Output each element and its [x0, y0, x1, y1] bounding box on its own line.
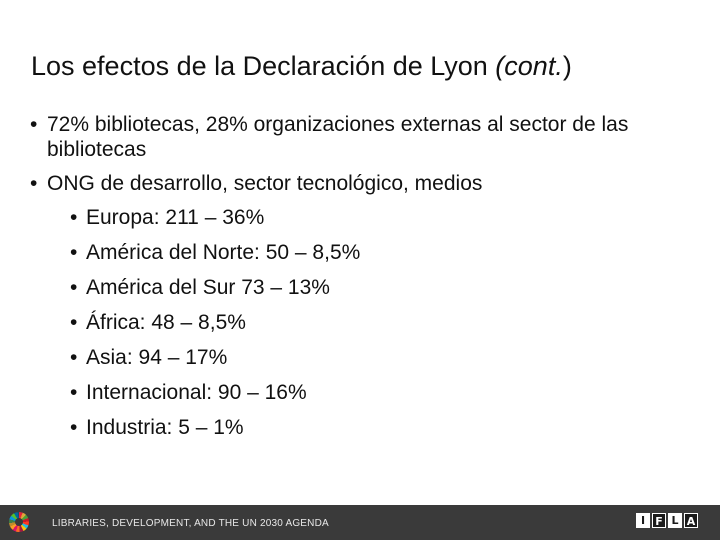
slide-title: Los efectos de la Declaración de Lyon (c… [31, 46, 572, 86]
logo-letter-f: F [652, 513, 666, 528]
footer-text: LIBRARIES, DEVELOPMENT, AND THE UN 2030 … [52, 518, 329, 529]
logo-letter-i: I [636, 513, 650, 528]
sdg-wheel-icon [9, 512, 29, 532]
ifla-logo: I F L A [636, 513, 698, 528]
bullet-list: 72% bibliotecas, 28% organizaciones exte… [0, 112, 720, 450]
title-italic: (cont. [495, 51, 563, 81]
sub-bullet-item: Europa: 211 – 36% [70, 205, 720, 230]
sub-bullet-item: Asia: 94 – 17% [70, 345, 720, 370]
sub-bullet-item: Industria: 5 – 1% [70, 415, 720, 440]
bullet-item: ONG de desarrollo, sector tecnológico, m… [30, 171, 687, 196]
title-close: ) [562, 51, 572, 81]
logo-letter-a: A [684, 513, 698, 528]
sub-bullet-item: América del Sur 73 – 13% [70, 275, 720, 300]
title-main: Los efectos de la Declaración de Lyon [31, 51, 496, 81]
footer-bar: LIBRARIES, DEVELOPMENT, AND THE UN 2030 … [0, 505, 720, 540]
sub-bullet-item: África: 48 – 8,5% [70, 310, 720, 335]
logo-letter-l: L [668, 513, 682, 528]
bullet-item: 72% bibliotecas, 28% organizaciones exte… [30, 112, 687, 162]
sub-bullet-item: Internacional: 90 – 16% [70, 380, 720, 405]
sub-bullet-item: América del Norte: 50 – 8,5% [70, 240, 720, 265]
